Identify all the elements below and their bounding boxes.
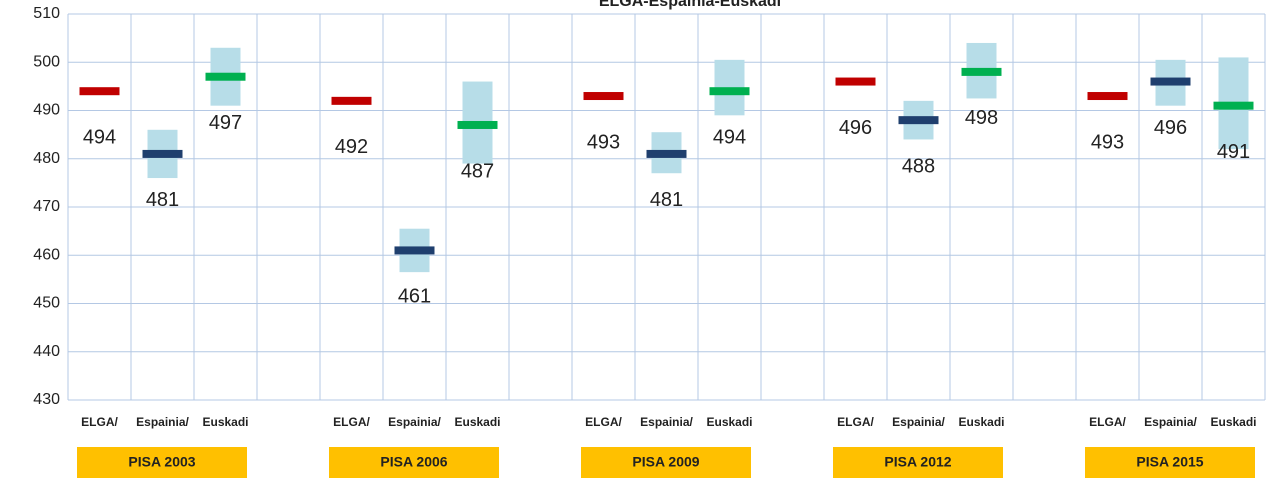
y-tick-label: 460 [33, 246, 60, 263]
group-box [329, 447, 499, 478]
marker [646, 149, 687, 158]
marker [709, 87, 750, 96]
value-label: 481 [146, 189, 179, 211]
y-tick-label: 440 [33, 343, 60, 360]
value-label: 488 [902, 155, 935, 177]
x-tick-label: Espainia/ [892, 415, 945, 429]
x-tick-label: Euskadi [706, 415, 752, 429]
value-label: 492 [335, 136, 368, 158]
marker [394, 246, 435, 255]
value-label: 481 [650, 189, 683, 211]
y-tick-label: 490 [33, 102, 60, 119]
value-label: 491 [1217, 141, 1250, 163]
x-tick-label: Espainia/ [388, 415, 441, 429]
value-label: 497 [209, 112, 242, 134]
y-tick-label: 450 [33, 295, 60, 312]
value-label: 487 [461, 160, 494, 182]
marker [898, 116, 939, 125]
group-label: PISA 2003 [128, 454, 195, 470]
value-label: 494 [713, 126, 746, 148]
marker [1087, 92, 1128, 101]
value-label: 493 [587, 131, 620, 153]
group-box [1085, 447, 1255, 478]
x-tick-label: Espainia/ [136, 415, 189, 429]
x-tick-label: Espainia/ [640, 415, 693, 429]
x-tick-label: ELGA/ [837, 415, 874, 429]
group-label: PISA 2009 [632, 454, 699, 470]
x-tick-label: ELGA/ [81, 415, 118, 429]
value-label: 496 [1154, 117, 1187, 139]
group-label: PISA 2012 [884, 454, 951, 470]
value-label: 496 [839, 117, 872, 139]
y-tick-label: 500 [33, 53, 60, 70]
group-label: PISA 2015 [1136, 454, 1203, 470]
marker [142, 149, 183, 158]
marker [961, 67, 1002, 76]
marker [583, 92, 624, 101]
value-label: 494 [83, 126, 116, 148]
value-label: 493 [1091, 131, 1124, 153]
marker [331, 96, 372, 105]
x-tick-label: Euskadi [454, 415, 500, 429]
group-box [833, 447, 1003, 478]
group-box [77, 447, 247, 478]
marker [1150, 77, 1191, 86]
marker [1213, 101, 1254, 110]
x-tick-label: Euskadi [1210, 415, 1256, 429]
group-box [581, 447, 751, 478]
value-label: 461 [398, 286, 431, 308]
value-label: 498 [965, 107, 998, 129]
x-tick-label: Espainia/ [1144, 415, 1197, 429]
y-tick-label: 480 [33, 150, 60, 167]
marker [79, 87, 120, 96]
y-tick-label: 430 [33, 391, 60, 408]
chart-title: ELGA-Espainia-Euskadi [599, 0, 781, 10]
x-tick-label: ELGA/ [333, 415, 370, 429]
y-tick-label: 510 [33, 5, 60, 22]
marker [205, 72, 246, 81]
x-tick-label: ELGA/ [585, 415, 622, 429]
x-tick-label: Euskadi [202, 415, 248, 429]
group-label: PISA 2006 [380, 454, 447, 470]
y-tick-label: 470 [33, 198, 60, 215]
x-tick-label: ELGA/ [1089, 415, 1126, 429]
marker [457, 120, 498, 129]
marker [835, 77, 876, 86]
x-tick-label: Euskadi [958, 415, 1004, 429]
